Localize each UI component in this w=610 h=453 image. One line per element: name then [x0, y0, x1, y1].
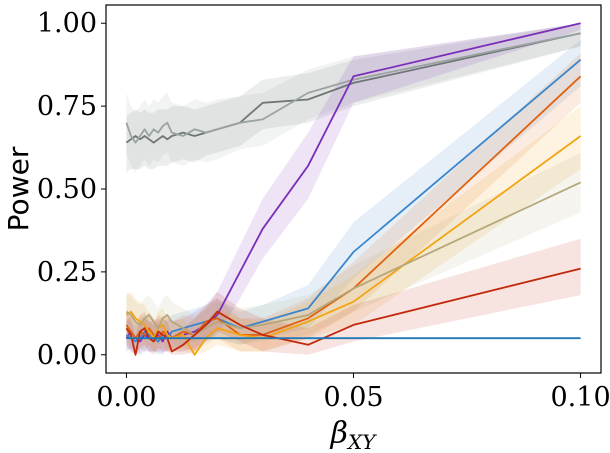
x-tick-label: 0.10 [551, 382, 610, 413]
x-axis-label: βXY [330, 416, 378, 453]
x-tick-label: 0.05 [323, 382, 383, 413]
line-gray-dark [125, 32, 581, 144]
y-axis-ticks: 0.00 0.25 0.50 0.75 1.00 [37, 8, 106, 371]
line-red [125, 267, 581, 356]
y-tick-label: 0.75 [37, 91, 97, 122]
line-gray-light [125, 32, 581, 144]
line-blue [125, 59, 582, 343]
y-tick-label: 0.00 [37, 340, 97, 371]
band-blue [126, 39, 581, 355]
y-tick-label: 1.00 [37, 8, 97, 39]
series-lines [125, 22, 582, 356]
x-axis-label-subscript: XY [346, 430, 377, 453]
y-axis-label: Power [2, 146, 35, 231]
x-tick-label: 0.00 [96, 382, 156, 413]
y-tick-label: 0.50 [37, 174, 97, 205]
line-tan [125, 181, 581, 336]
band-gray-dark [126, 23, 581, 173]
x-axis-label-main: β [330, 416, 348, 451]
band-gray-light [126, 23, 581, 173]
band-amber [126, 106, 581, 355]
x-axis-ticks: 0.00 0.05 0.10 [96, 373, 610, 413]
y-tick-label: 0.25 [37, 257, 97, 288]
